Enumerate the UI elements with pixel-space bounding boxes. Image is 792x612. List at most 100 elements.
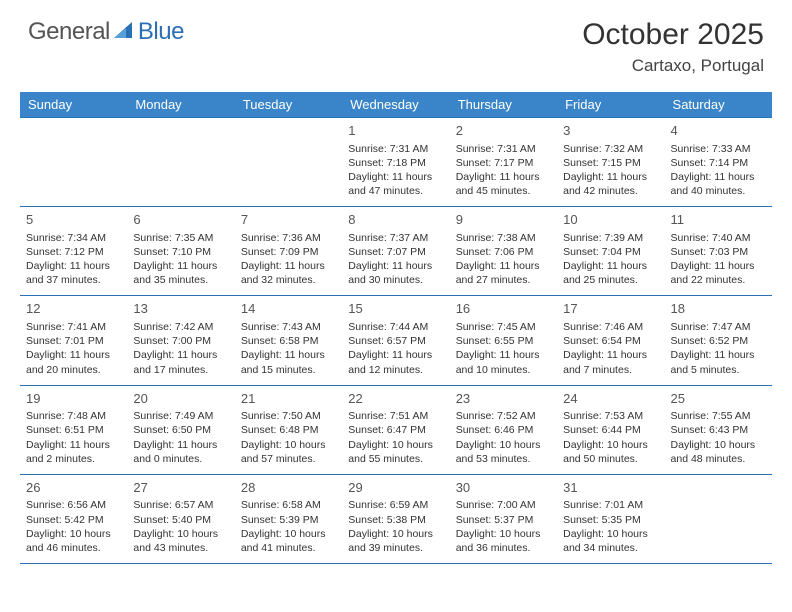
day-number: 3 — [563, 122, 658, 140]
daylight1-label: Daylight: 10 hours — [456, 527, 551, 541]
daylight2-label: and 36 minutes. — [456, 541, 551, 555]
day-number: 8 — [348, 211, 443, 229]
day-number: 10 — [563, 211, 658, 229]
daylight2-label: and 39 minutes. — [348, 541, 443, 555]
sunset-label: Sunset: 6:58 PM — [241, 334, 336, 348]
sunset-label: Sunset: 6:43 PM — [671, 423, 766, 437]
daylight1-label: Daylight: 10 hours — [348, 438, 443, 452]
daylight1-label: Daylight: 11 hours — [456, 259, 551, 273]
daylight1-label: Daylight: 10 hours — [26, 527, 121, 541]
sunset-label: Sunset: 6:47 PM — [348, 423, 443, 437]
daylight2-label: and 42 minutes. — [563, 184, 658, 198]
page-title: October 2025 — [582, 18, 764, 52]
calendar-cell: 31Sunrise: 7:01 AMSunset: 5:35 PMDayligh… — [557, 474, 664, 563]
day-number: 26 — [26, 479, 121, 497]
calendar-cell: 11Sunrise: 7:40 AMSunset: 7:03 PMDayligh… — [665, 207, 772, 296]
daylight2-label: and 45 minutes. — [456, 184, 551, 198]
daylight2-label: and 10 minutes. — [456, 363, 551, 377]
day-number: 7 — [241, 211, 336, 229]
calendar-cell: 5Sunrise: 7:34 AMSunset: 7:12 PMDaylight… — [20, 207, 127, 296]
daylight1-label: Daylight: 11 hours — [671, 348, 766, 362]
calendar-cell: 29Sunrise: 6:59 AMSunset: 5:38 PMDayligh… — [342, 474, 449, 563]
daylight2-label: and 32 minutes. — [241, 273, 336, 287]
day-number: 6 — [133, 211, 228, 229]
sunset-label: Sunset: 5:38 PM — [348, 513, 443, 527]
daylight2-label: and 46 minutes. — [26, 541, 121, 555]
sunset-label: Sunset: 7:18 PM — [348, 156, 443, 170]
calendar-cell: 9Sunrise: 7:38 AMSunset: 7:06 PMDaylight… — [450, 207, 557, 296]
daylight1-label: Daylight: 11 hours — [671, 170, 766, 184]
daylight2-label: and 57 minutes. — [241, 452, 336, 466]
day-number: 30 — [456, 479, 551, 497]
sunset-label: Sunset: 5:40 PM — [133, 513, 228, 527]
calendar-row: 26Sunrise: 6:56 AMSunset: 5:42 PMDayligh… — [20, 474, 772, 563]
sunrise-label: Sunrise: 7:47 AM — [671, 320, 766, 334]
weekday-header: Saturday — [665, 92, 772, 118]
calendar-cell: 7Sunrise: 7:36 AMSunset: 7:09 PMDaylight… — [235, 207, 342, 296]
calendar-cell: 27Sunrise: 6:57 AMSunset: 5:40 PMDayligh… — [127, 474, 234, 563]
title-block: October 2025 Cartaxo, Portugal — [582, 18, 764, 76]
daylight2-label: and 25 minutes. — [563, 273, 658, 287]
sunset-label: Sunset: 7:14 PM — [671, 156, 766, 170]
daylight2-label: and 34 minutes. — [563, 541, 658, 555]
day-number: 22 — [348, 390, 443, 408]
calendar-cell: 21Sunrise: 7:50 AMSunset: 6:48 PMDayligh… — [235, 385, 342, 474]
daylight2-label: and 17 minutes. — [133, 363, 228, 377]
calendar-cell — [127, 118, 234, 207]
sunset-label: Sunset: 6:52 PM — [671, 334, 766, 348]
sunset-label: Sunset: 7:17 PM — [456, 156, 551, 170]
calendar-cell — [665, 474, 772, 563]
daylight1-label: Daylight: 11 hours — [671, 259, 766, 273]
daylight1-label: Daylight: 11 hours — [456, 170, 551, 184]
calendar-cell — [235, 118, 342, 207]
calendar-cell: 14 Sunrise: 7:43 AMSunset: 6:58 PMDayligh… — [235, 296, 342, 385]
sunrise-label: Sunrise: 7:51 AM — [348, 409, 443, 423]
sunrise-label: Sunrise: 7:32 AM — [563, 142, 658, 156]
sunrise-label: Sunrise: 7:38 AM — [456, 231, 551, 245]
daylight1-label: Daylight: 11 hours — [456, 348, 551, 362]
daylight2-label: and 7 minutes. — [563, 363, 658, 377]
daylight2-label: and 41 minutes. — [241, 541, 336, 555]
daylight2-label: and 20 minutes. — [26, 363, 121, 377]
calendar-cell: 22Sunrise: 7:51 AMSunset: 6:47 PMDayligh… — [342, 385, 449, 474]
calendar-cell: 6Sunrise: 7:35 AMSunset: 7:10 PMDaylight… — [127, 207, 234, 296]
sunrise-label: Sunrise: 6:58 AM — [241, 498, 336, 512]
sunset-label: Sunset: 6:57 PM — [348, 334, 443, 348]
brand-text-1: General — [28, 18, 110, 46]
sunrise-label: Sunrise: 7:01 AM — [563, 498, 658, 512]
daylight2-label: and 2 minutes. — [26, 452, 121, 466]
sunset-label: Sunset: 7:06 PM — [456, 245, 551, 259]
sunrise-label: Sunrise: 7:46 AM — [563, 320, 658, 334]
sunrise-label: Sunrise: 7:43 AM — [241, 320, 336, 334]
calendar-cell: 20Sunrise: 7:49 AMSunset: 6:50 PMDayligh… — [127, 385, 234, 474]
daylight1-label: Daylight: 11 hours — [241, 259, 336, 273]
brand-text-2: Blue — [138, 18, 184, 46]
calendar-table: Sunday Monday Tuesday Wednesday Thursday… — [20, 92, 772, 564]
day-number: 21 — [241, 390, 336, 408]
calendar-body: 1Sunrise: 7:31 AMSunset: 7:18 PMDaylight… — [20, 118, 772, 564]
weekday-header: Wednesday — [342, 92, 449, 118]
sunrise-label: Sunrise: 7:42 AM — [133, 320, 228, 334]
sunset-label: Sunset: 6:55 PM — [456, 334, 551, 348]
sunrise-label: Sunrise: 6:59 AM — [348, 498, 443, 512]
sunrise-label: Sunrise: 7:31 AM — [456, 142, 551, 156]
calendar-row: 12Sunrise: 7:41 AMSunset: 7:01 PMDayligh… — [20, 296, 772, 385]
sunset-label: Sunset: 7:00 PM — [133, 334, 228, 348]
sunset-label: Sunset: 7:04 PM — [563, 245, 658, 259]
day-number: 4 — [671, 122, 766, 140]
sunset-label: Sunset: 7:03 PM — [671, 245, 766, 259]
day-number: 27 — [133, 479, 228, 497]
sunrise-label: Sunrise: 7:49 AM — [133, 409, 228, 423]
daylight2-label: and 35 minutes. — [133, 273, 228, 287]
daylight1-label: Daylight: 11 hours — [241, 348, 336, 362]
day-number: 29 — [348, 479, 443, 497]
daylight1-label: Daylight: 11 hours — [133, 438, 228, 452]
day-number: 14 — [241, 300, 336, 318]
sunrise-label: Sunrise: 7:52 AM — [456, 409, 551, 423]
daylight1-label: Daylight: 10 hours — [563, 438, 658, 452]
sunrise-label: Sunrise: 7:37 AM — [348, 231, 443, 245]
daylight1-label: Daylight: 11 hours — [133, 348, 228, 362]
sunrise-label: Sunrise: 6:57 AM — [133, 498, 228, 512]
daylight2-label: and 55 minutes. — [348, 452, 443, 466]
weekday-header: Friday — [557, 92, 664, 118]
